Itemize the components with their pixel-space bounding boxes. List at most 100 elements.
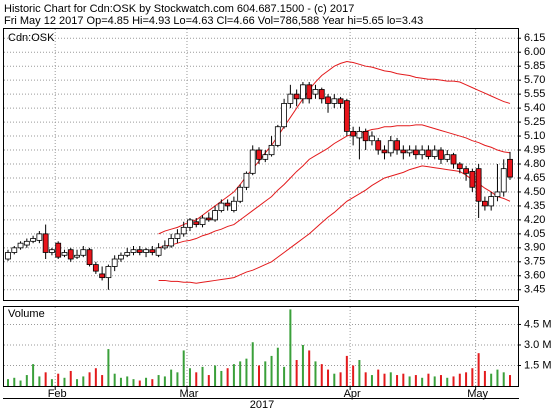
candle-body xyxy=(412,149,419,156)
candle-body xyxy=(262,154,269,160)
candle-body xyxy=(369,135,375,142)
candle-body xyxy=(350,130,357,137)
volume-bar xyxy=(276,347,279,386)
volume-bar xyxy=(163,376,166,386)
volume-bar xyxy=(370,375,373,386)
volume-bar xyxy=(496,369,499,386)
volume-bar xyxy=(176,372,179,386)
candle-body xyxy=(306,84,313,100)
volume-bar xyxy=(439,375,442,386)
candle-body xyxy=(218,202,225,211)
candle-body xyxy=(74,254,80,258)
volume-bar xyxy=(465,372,468,386)
candle-body xyxy=(425,149,432,157)
volume-bar xyxy=(295,360,298,386)
y-tick-label: 6.00 xyxy=(524,46,545,58)
candle-body xyxy=(49,249,55,253)
volume-bar xyxy=(301,344,304,386)
candle-body xyxy=(500,168,507,193)
candle-body xyxy=(456,163,463,170)
volume-bar xyxy=(333,373,336,386)
candle-body xyxy=(394,140,400,151)
y-tick-label: 5.85 xyxy=(524,60,545,72)
candle-body xyxy=(30,238,37,242)
volume-bar xyxy=(383,373,386,386)
volume-bar xyxy=(38,376,41,386)
candle-body xyxy=(331,98,338,104)
band-line xyxy=(158,61,511,235)
volume-bar xyxy=(201,366,204,386)
y-tick-label: 3.75 xyxy=(524,256,545,268)
candle-body xyxy=(431,149,438,157)
candle-body xyxy=(243,172,250,188)
volume-bar xyxy=(113,373,116,386)
candle-body xyxy=(438,149,444,160)
volume-bar xyxy=(7,379,9,386)
y-tick-label: 5.55 xyxy=(524,88,545,100)
candle-body xyxy=(92,264,99,272)
volume-bar xyxy=(414,375,417,386)
volume-bar xyxy=(226,368,229,386)
candle-body xyxy=(300,84,306,100)
y-tick-label: 5.40 xyxy=(524,102,545,114)
chart-title: Historic Chart for Cdn:OSK by Stockwatch… xyxy=(4,3,354,15)
candle-body xyxy=(256,149,262,160)
volume-bar xyxy=(408,376,411,386)
candle-body xyxy=(193,221,200,225)
volume-bar xyxy=(138,380,141,386)
volume-bar xyxy=(421,377,424,386)
volume-bar xyxy=(308,350,311,386)
candle-body xyxy=(318,89,325,100)
candle-body xyxy=(400,149,407,154)
candle-body xyxy=(17,242,24,249)
candle-body xyxy=(325,96,331,104)
y-tick-label: 4.05 xyxy=(524,228,545,240)
candle-body xyxy=(475,168,482,202)
candle-body xyxy=(5,252,11,260)
x-tick-label: Mar xyxy=(179,388,198,400)
candle-body xyxy=(161,245,168,249)
volume-bar xyxy=(364,372,367,386)
candle-body xyxy=(61,252,68,256)
volume-bar xyxy=(107,349,110,386)
volume-bar xyxy=(119,377,122,386)
volume-bar xyxy=(483,370,486,386)
band-line xyxy=(158,165,511,284)
volume-bar xyxy=(477,353,480,386)
volume-bar xyxy=(44,372,47,386)
volume-bar xyxy=(32,364,35,386)
volume-bar xyxy=(389,372,392,386)
volume-bar xyxy=(270,355,273,386)
candle-body xyxy=(80,249,87,256)
candle-body xyxy=(450,154,457,165)
candle-body xyxy=(168,238,175,247)
volume-bar xyxy=(132,379,135,386)
volume-bar xyxy=(207,375,210,386)
volume-bar xyxy=(352,365,355,386)
y-tick-label: 4.35 xyxy=(524,200,545,212)
volume-bar xyxy=(402,373,405,386)
candle-body xyxy=(55,242,62,258)
volume-bar xyxy=(502,372,505,386)
volume-panel xyxy=(3,306,519,387)
candle-body xyxy=(187,219,193,228)
volume-bar xyxy=(358,360,361,386)
y-tick-label: 4.5 M xyxy=(524,318,552,330)
candle-body xyxy=(337,98,344,104)
candle-body xyxy=(419,149,426,156)
volume-bar xyxy=(13,377,16,386)
volume-bar xyxy=(458,373,461,386)
candle-body xyxy=(494,191,501,198)
candle-body xyxy=(387,140,394,154)
volume-bar xyxy=(76,379,79,386)
volume-bar xyxy=(69,370,72,386)
candle-body xyxy=(293,93,300,100)
volume-bar xyxy=(427,373,430,386)
volume-bar xyxy=(258,365,260,386)
volume-bar xyxy=(145,377,148,386)
candle-body xyxy=(143,249,149,253)
volume-bar xyxy=(345,355,348,386)
volume-bar xyxy=(490,373,493,386)
candle-body xyxy=(230,200,237,211)
